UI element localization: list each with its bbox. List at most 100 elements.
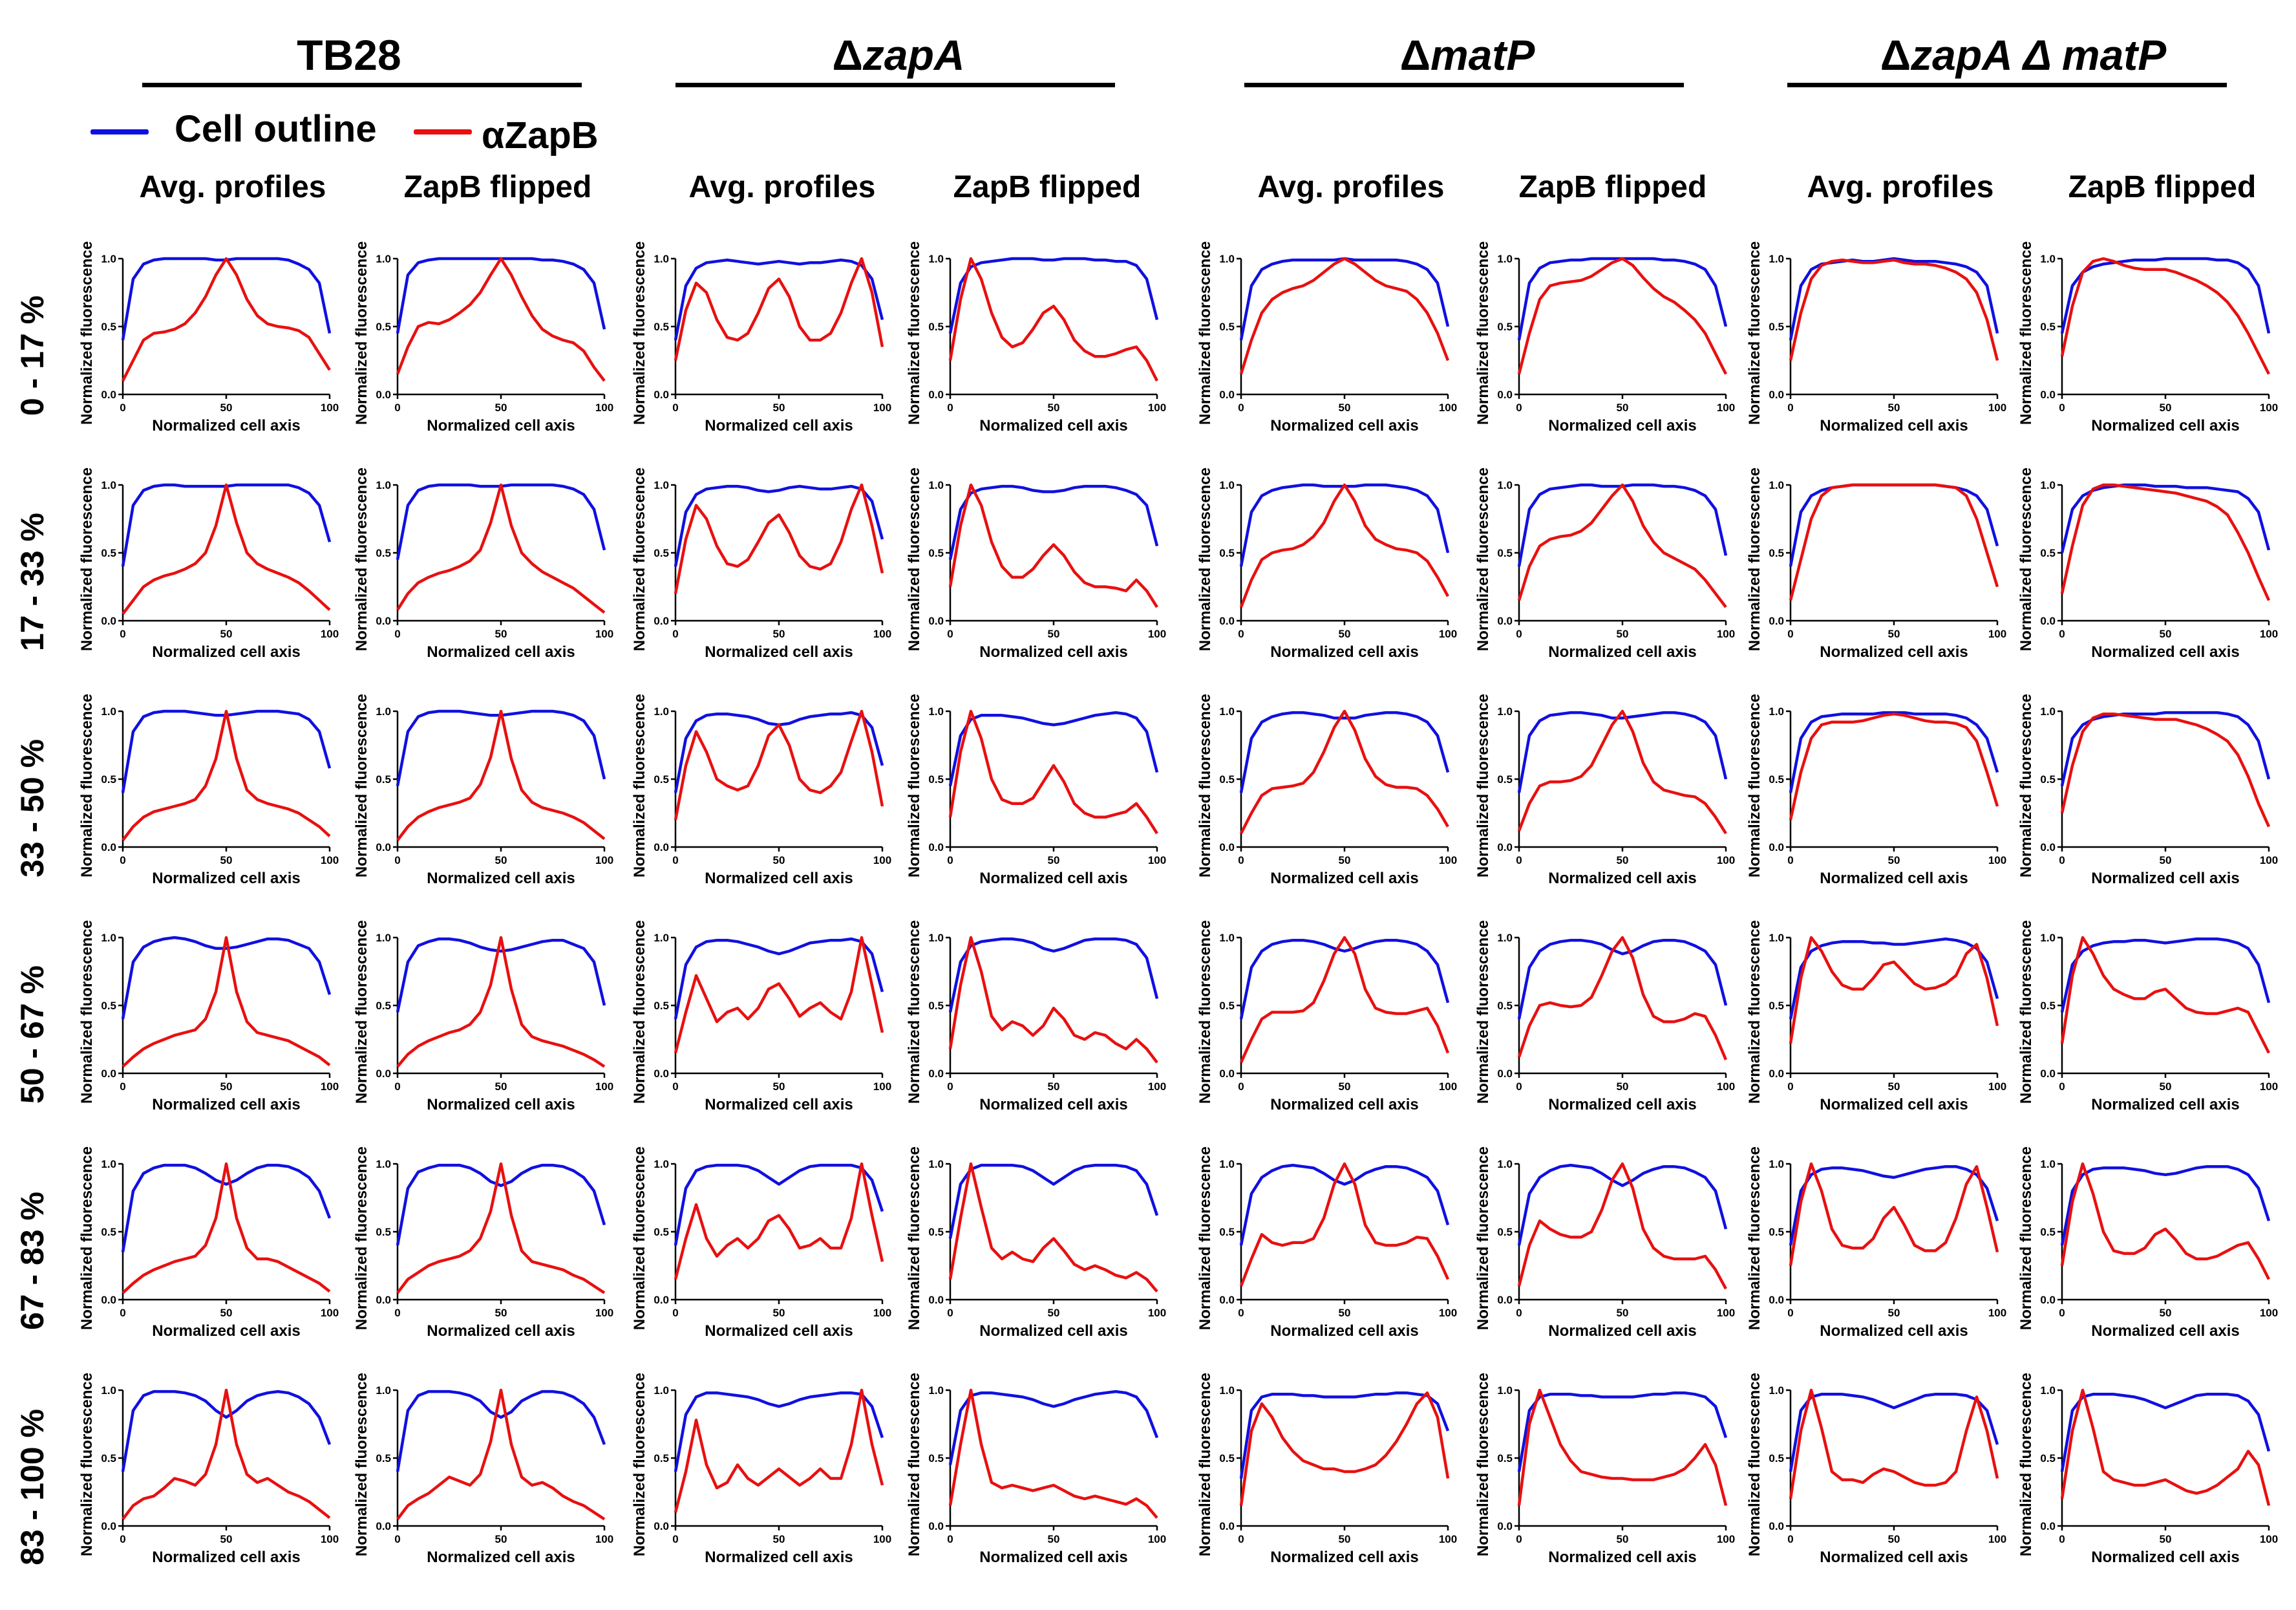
x-tick-label: 50 (1048, 1080, 1060, 1093)
y-axis-title: Normalized fluorescence (2017, 1373, 2035, 1556)
series-cell-outline (2060, 1165, 2271, 1246)
x-tick-label: 100 (595, 628, 613, 640)
x-axis-title: Normalized cell axis (427, 1549, 575, 1566)
y-tick-label: 1.0 (2040, 1158, 2056, 1170)
x-tick-label: 100 (1148, 854, 1166, 866)
y-tick-label: 0.0 (928, 389, 944, 401)
profile-panel: 0.0 0.5 1.0 0 50 100 Normalized cell axis Norma… (2017, 467, 2278, 661)
x-tick-label: 50 (220, 1533, 233, 1545)
x-tick-label: 100 (1148, 1533, 1166, 1545)
series-cell-outline (1239, 1391, 1450, 1479)
x-axis-title: Normalized cell axis (1548, 1549, 1696, 1566)
y-axis-title: Normalized fluorescence (906, 920, 923, 1104)
x-tick-label: 0 (1787, 402, 1793, 414)
x-axis-title: Normalized cell axis (1270, 870, 1418, 887)
y-tick-label: 0.5 (101, 321, 116, 333)
x-axis-title: Normalized cell axis (427, 417, 575, 435)
series-zapb (1789, 483, 1999, 601)
x-tick-label: 0 (947, 1080, 953, 1093)
y-tick-label: 0.0 (1219, 1520, 1235, 1532)
x-tick-label: 50 (1339, 402, 1351, 414)
y-axis-title: Normalized fluorescence (1196, 241, 1214, 425)
x-axis-title: Normalized cell axis (1270, 1322, 1418, 1340)
x-tick-label: 100 (1439, 402, 1457, 414)
y-tick-label: 1.0 (101, 253, 116, 265)
x-axis-title: Normalized cell axis (979, 417, 1127, 435)
y-tick-label: 1.0 (2040, 479, 2056, 491)
x-axis-title: Normalized cell axis (705, 643, 853, 661)
y-tick-label: 1.0 (928, 932, 944, 944)
x-tick-label: 100 (1717, 1080, 1735, 1093)
y-tick-label: 0.5 (654, 1000, 669, 1012)
series-cell-outline (2060, 1393, 2271, 1472)
x-tick-label: 100 (1717, 402, 1735, 414)
profile-panel: 0.0 0.5 1.0 0 50 100 Normalized cell axis Norma… (1746, 1146, 2006, 1340)
x-tick-label: 50 (495, 1307, 507, 1319)
y-tick-label: 0.0 (1769, 1068, 1784, 1080)
column-header: ZapB flipped (953, 170, 1142, 204)
y-tick-label: 0.5 (2040, 1000, 2056, 1012)
x-axis-title: Normalized cell axis (2091, 1322, 2239, 1340)
x-tick-label: 0 (672, 1080, 678, 1093)
x-axis-title: Normalized cell axis (152, 1322, 300, 1340)
x-axis-title: Normalized cell axis (1820, 643, 1968, 661)
y-tick-label: 0.5 (654, 547, 669, 559)
y-tick-label: 0.0 (654, 615, 669, 627)
x-tick-label: 50 (2160, 628, 2172, 640)
y-tick-label: 1.0 (2040, 932, 2056, 944)
y-tick-label: 0.5 (376, 773, 391, 786)
series-cell-outline (1517, 711, 1728, 793)
y-tick-label: 1.0 (654, 1384, 669, 1397)
x-tick-label: 0 (947, 1533, 953, 1545)
y-tick-label: 0.0 (1219, 1294, 1235, 1306)
x-tick-label: 50 (2160, 1533, 2172, 1545)
x-tick-label: 0 (394, 628, 400, 640)
series-cell-outline (674, 1163, 884, 1246)
profile-panel: 0.0 0.5 1.0 0 50 100 Normalized cell axis Norma… (906, 467, 1166, 661)
x-tick-label: 50 (773, 628, 785, 640)
y-axis-title: Normalized fluorescence (1746, 920, 1763, 1104)
x-axis-title: Normalized cell axis (1548, 417, 1696, 435)
strain-title-delta: Δ (832, 31, 863, 79)
strain-title-delta: Δ (1399, 31, 1431, 79)
profile-panel: 0.0 0.5 1.0 0 50 100 Normalized cell axis Norma… (631, 1373, 891, 1566)
y-tick-label: 0.0 (376, 615, 391, 627)
x-tick-label: 100 (873, 402, 891, 414)
y-tick-label: 0.5 (1219, 547, 1235, 559)
x-tick-label: 50 (1888, 1533, 1900, 1545)
y-tick-label: 0.0 (928, 1068, 944, 1080)
x-tick-label: 50 (1339, 1307, 1351, 1319)
profile-panel: 0.0 0.5 1.0 0 50 100 Normalized cell axis Norma… (1474, 1146, 1735, 1340)
x-axis-title: Normalized cell axis (152, 870, 300, 887)
y-tick-label: 0.5 (1769, 773, 1784, 786)
x-tick-label: 50 (1617, 1533, 1629, 1545)
y-tick-label: 0.0 (101, 1520, 116, 1532)
y-tick-label: 1.0 (101, 705, 116, 718)
series-cell-outline (1517, 1391, 1728, 1472)
x-tick-label: 0 (1516, 628, 1522, 640)
x-tick-label: 100 (1439, 854, 1457, 866)
x-tick-label: 50 (1888, 1307, 1900, 1319)
series-cell-outline (396, 1390, 606, 1472)
x-tick-label: 0 (672, 628, 678, 640)
strain-title-gene: zapA Δ matP (1911, 31, 2167, 79)
x-tick-label: 100 (1148, 628, 1166, 640)
series-cell-outline (1789, 1165, 1999, 1246)
y-tick-label: 1.0 (376, 705, 391, 718)
y-tick-label: 0.5 (928, 321, 944, 333)
x-tick-label: 100 (1439, 628, 1457, 640)
x-tick-label: 50 (220, 854, 233, 866)
y-axis-title: Normalized fluorescence (353, 1373, 370, 1556)
x-tick-label: 100 (2260, 1307, 2278, 1319)
y-axis-title: Normalized fluorescence (1746, 241, 1763, 425)
profile-panel: 0.0 0.5 1.0 0 50 100 Normalized cell axis Norma… (906, 1146, 1166, 1340)
x-tick-label: 50 (220, 628, 233, 640)
x-axis-title: Normalized cell axis (152, 417, 300, 435)
series-zapb (1517, 936, 1728, 1060)
profile-panel: 0.0 0.5 1.0 0 50 100 Normalized cell axis Norma… (631, 920, 891, 1113)
x-tick-label: 50 (1048, 402, 1060, 414)
x-tick-label: 100 (1148, 402, 1166, 414)
x-tick-label: 50 (1048, 628, 1060, 640)
x-axis-title: Normalized cell axis (1820, 1096, 1968, 1113)
x-tick-label: 0 (947, 1307, 953, 1319)
